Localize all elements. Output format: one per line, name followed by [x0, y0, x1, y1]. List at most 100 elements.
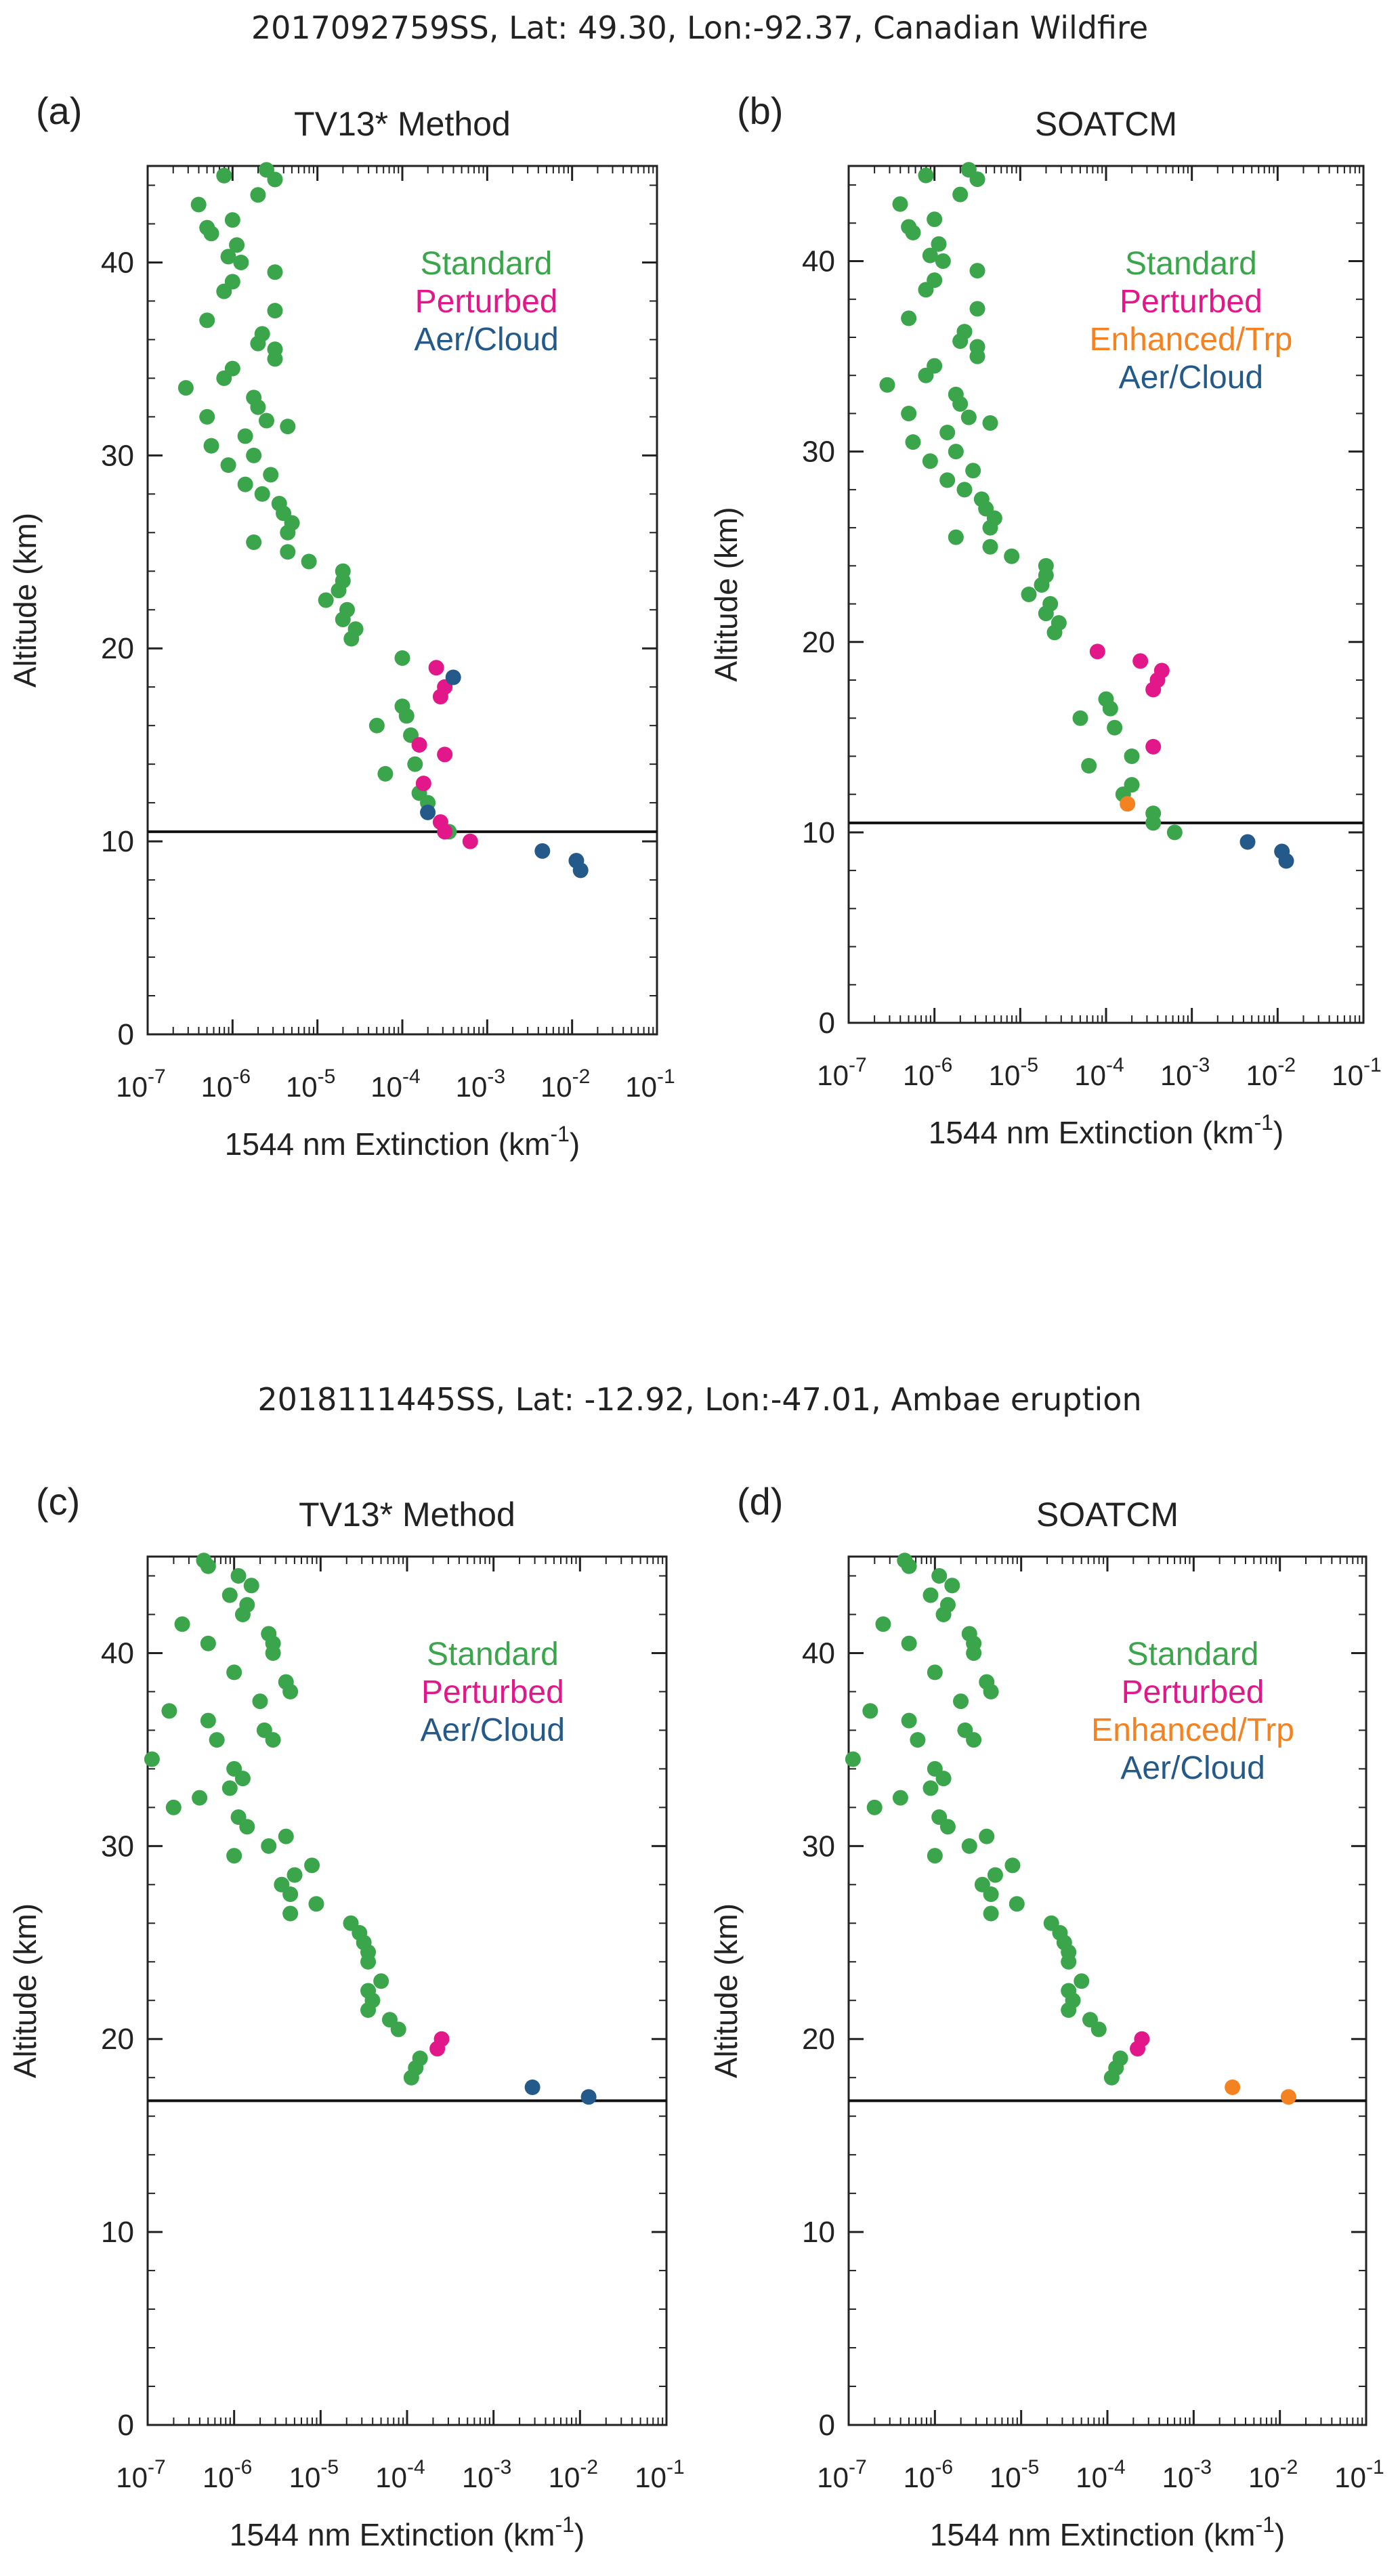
panel-d-x-axis-label: 1544 nm Extinction (km-1) — [930, 2512, 1285, 2552]
panel-a-point-standard — [394, 650, 410, 666]
panel-c-point-standard — [390, 2021, 406, 2037]
panel-d-point-standard — [1090, 2021, 1107, 2037]
panel-c-point-standard — [265, 1732, 281, 1748]
panel-c-x-tick-label: 10-4 — [375, 2456, 425, 2493]
panel-b-point-standard — [948, 444, 964, 460]
panel-c-point-standard — [360, 1954, 377, 1970]
panel-b-point-standard — [969, 301, 985, 317]
panel-a-point-standard — [216, 370, 232, 386]
panel-a-point-perturbed — [432, 688, 448, 704]
panel-a-point-standard — [250, 187, 266, 203]
panel-c-point-standard — [403, 2069, 419, 2086]
panel-d-x-tick-label: 10-7 — [817, 2456, 866, 2493]
panel-d-point-standard — [953, 1693, 969, 1710]
panel-d-point-standard — [983, 1683, 999, 1699]
panel-d-point-standard — [875, 1616, 891, 1632]
panel-c-point-standard — [234, 1771, 251, 1787]
panel-d-point-standard — [1009, 1896, 1025, 1912]
panel-b-point-standard — [952, 186, 969, 203]
panel-b-y-tick-label: 10 — [802, 816, 835, 849]
panel-b-point-standard — [1034, 576, 1050, 593]
panel-a-point-standard — [263, 467, 279, 483]
panel-d-x-tick-label: 10-5 — [990, 2456, 1039, 2493]
panel-c-point-perturbed — [429, 2040, 446, 2056]
panel-a-x-tick-label: 10-2 — [540, 1065, 590, 1103]
panel-d-point-standard — [901, 1712, 917, 1729]
panel-b-legend-enhanced-trp: Enhanced/Trp — [1090, 322, 1293, 358]
panel-d-legend-perturbed: Perturbed — [1122, 1674, 1265, 1710]
panel-b: 0 10 20 30 40 10-7 10-6 10-5 10-4 10-3 10-2 10-1 154… — [708, 89, 1382, 1150]
panel-c-point-standard — [221, 1780, 238, 1796]
figure-title-bottom: 2018111445SS, Lat: -12.92, Lon:-47.01, A… — [257, 1381, 1141, 1418]
panel-a-point-standard — [229, 237, 245, 253]
panel-c-point-standard — [304, 1857, 320, 1874]
panel-a-label: (a) — [36, 89, 82, 132]
panel-b-x-tick-label: 10-2 — [1246, 1054, 1296, 1091]
panel-b-point-standard — [952, 333, 969, 350]
panel-a-point-standard — [280, 544, 296, 560]
panel-b-point-standard — [948, 529, 964, 545]
panel-d-point-perturbed — [1130, 2040, 1146, 2056]
panel-a-point-perturbed — [415, 776, 431, 792]
panel-d-point-standard — [983, 1886, 999, 1903]
panel-a-point-standard — [216, 167, 232, 184]
panel-b-y-tick-label: 40 — [802, 245, 835, 278]
panel-d-point-enhanced-trp — [1225, 2079, 1241, 2095]
panel-c-series-perturbed — [429, 2031, 450, 2056]
panel-b-point-standard — [969, 171, 985, 188]
panel-a-y-tick-label: 20 — [101, 632, 134, 665]
panel-b-point-standard — [1145, 815, 1162, 831]
panel-d-y-tick-label: 0 — [819, 2409, 835, 2442]
panel-c-y-tick-label: 10 — [101, 2216, 134, 2249]
panel-d-label: (d) — [737, 1480, 783, 1523]
panel-c-point-standard — [209, 1732, 225, 1748]
panel-c-point-standard — [226, 1664, 242, 1681]
panel-a-x-tick-label: 10-5 — [286, 1065, 335, 1103]
panel-d-y-tick-label: 30 — [802, 1830, 835, 1863]
panel-a-point-standard — [331, 583, 347, 599]
panel-c-point-standard — [200, 1635, 216, 1651]
panel-c-x-tick-label: 10-6 — [203, 2456, 252, 2493]
panel-b-point-perturbed — [1145, 681, 1162, 698]
panel-b-point-standard — [982, 539, 998, 555]
panel-a-y-tick-label: 0 — [118, 1018, 134, 1051]
panel-a-x-tick-label: 10-6 — [201, 1065, 251, 1103]
panel-c-point-standard — [243, 1578, 259, 1594]
panel-d-y-tick-label: 40 — [802, 1637, 835, 1670]
panel-c-legend-perturbed: Perturbed — [421, 1674, 564, 1710]
panel-d-y-tick-label: 10 — [802, 2216, 835, 2249]
panel-c-point-standard — [239, 1819, 255, 1835]
panel-b-x-tick-label: 10-6 — [903, 1054, 952, 1091]
panel-c-x-axis-label: 1544 nm Extinction (km-1) — [230, 2512, 585, 2552]
panel-b-point-standard — [918, 167, 934, 184]
panel-c-plot-frame — [146, 1555, 668, 2426]
panel-b-series-enhanced-trp — [1120, 796, 1136, 812]
panel-d-point-standard — [927, 1664, 943, 1681]
panel-d-series-perturbed — [1130, 2031, 1150, 2056]
panel-d-point-standard — [1103, 2069, 1120, 2086]
panel-b-point-perturbed — [1132, 653, 1149, 669]
panel-a-point-standard — [237, 476, 253, 492]
panel-a-point-standard — [246, 447, 262, 463]
panel-c-point-standard — [230, 1567, 247, 1584]
panel-a: 0 10 20 30 40 10-7 10-6 10-5 10-4 10-3 10-2 10-1 154… — [7, 89, 675, 1162]
panel-d-legend-aer-cloud: Aer/Cloud — [1120, 1750, 1265, 1786]
panel-d-x-tick-label: 10-2 — [1248, 2456, 1298, 2493]
panel-d-series-standard — [845, 1553, 1128, 2086]
panel-a-point-standard — [199, 312, 215, 329]
panel-b-point-standard — [1124, 748, 1140, 764]
panel-b-point-standard — [982, 415, 998, 431]
panel-b-point-standard — [960, 409, 977, 425]
panel-b-point-standard — [879, 377, 895, 393]
panel-b-x-axis-label: 1544 nm Extinction (km-1) — [929, 1110, 1284, 1150]
panel-b-series-aer-cloud — [1239, 834, 1294, 869]
panel-b-point-standard — [982, 520, 998, 536]
panel-d: 0 10 20 30 40 10-7 10-6 10-5 10-4 10-3 10-2 10-1 154… — [708, 1480, 1384, 2552]
panel-d-point-standard — [961, 1838, 977, 1854]
panel-a-y-axis-label: Altitude (km) — [7, 513, 43, 688]
panel-b-point-standard — [918, 282, 934, 298]
panel-b-y-tick-label: 0 — [819, 1007, 835, 1040]
panel-c-point-standard — [287, 1867, 303, 1883]
panel-d-point-standard — [979, 1828, 995, 1844]
